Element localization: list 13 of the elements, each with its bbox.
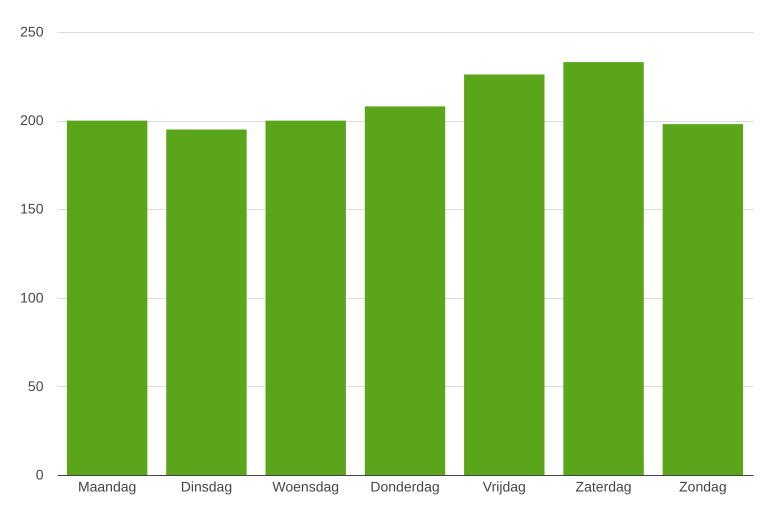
y-tick-label: 250	[20, 24, 44, 40]
y-tick-label: 200	[20, 112, 44, 128]
x-tick-label: Dinsdag	[180, 478, 232, 494]
y-tick-label: 0	[36, 466, 44, 482]
y-tick-label: 150	[20, 200, 44, 217]
x-tick-label: Donderdag	[370, 478, 440, 494]
x-tick-label: Zaterdag	[576, 478, 632, 494]
x-tick-label: Zondag	[679, 478, 727, 494]
y-tick-label: 100	[20, 289, 44, 306]
x-tick-label: Maandag	[78, 478, 136, 494]
x-tick-label: Woensdag	[272, 478, 340, 494]
x-tick-label: Vrijdag	[482, 478, 526, 494]
y-tick-label: 50	[28, 378, 44, 394]
